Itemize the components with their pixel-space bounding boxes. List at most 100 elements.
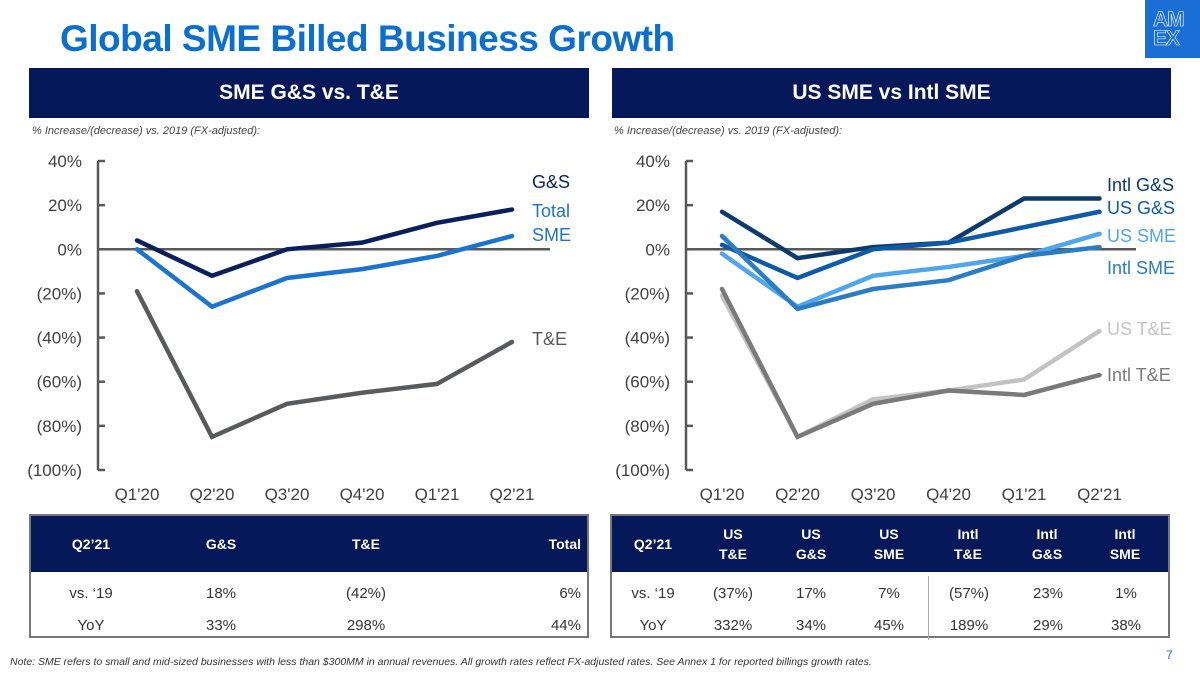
page-title: Global SME Billed Business Growth <box>60 18 675 59</box>
y-tick-label: (40%) <box>625 329 670 348</box>
amex-logo-icon: AM EX <box>1145 0 1200 58</box>
right-table-header-cell: Intl T&E <box>928 524 1008 564</box>
left-table-header-cell: T&E <box>352 536 380 552</box>
header-text: Intl <box>1036 526 1058 542</box>
series-line-us-t-e <box>719 293 1102 440</box>
right-subnote: % Increase/(decrease) vs. 2019 (FX-adjus… <box>614 125 843 137</box>
table-cell: 18% <box>205 584 237 602</box>
x-tick-label: Q1'20 <box>700 485 745 504</box>
logo-line-1: AM <box>1153 8 1185 31</box>
right-line-chart: 40% 20% 0% (20%) (40%) (60%) (80%) (100%) Q1'20 Q… <box>615 152 1176 504</box>
series-line-t-e <box>134 288 515 440</box>
x-tick-label: Q2'21 <box>490 485 535 504</box>
logo-line-2: EX <box>1153 27 1181 50</box>
table-cell: 44% <box>550 616 581 634</box>
y-tick-label: (80%) <box>37 417 82 436</box>
table-row: YoY 33% 298% 44% <box>31 610 587 640</box>
y-tick-label: (20%) <box>625 284 670 303</box>
table-cell: 298% <box>346 616 386 634</box>
series-line-intl-t-e <box>719 286 1102 440</box>
table-cell: 29% <box>1032 616 1064 634</box>
header-text: Intl <box>957 526 979 542</box>
y-tick-label: (60%) <box>37 373 82 392</box>
table-cell: 23% <box>1032 584 1064 602</box>
left-table-header-cell: G&S <box>205 536 237 552</box>
right-table-header-cell: Intl SME <box>1086 524 1164 564</box>
series-label: G&S <box>532 172 570 192</box>
table-cell: (37%) <box>712 584 753 602</box>
table-cell: (57%) <box>928 576 1009 610</box>
table-cell: vs. ‘19 <box>69 584 113 602</box>
table-cell: 1% <box>1115 584 1137 602</box>
table-cell: 332% <box>713 616 753 634</box>
left-table-header-cell: Total <box>548 536 581 552</box>
table-cell: 6% <box>559 584 581 602</box>
left-table-header-cell: Q2’21 <box>71 536 111 552</box>
table-cell: YoY <box>77 616 105 634</box>
right-table-header-cell: US G&S <box>772 524 850 564</box>
series-line-intl-sme <box>719 233 1102 312</box>
series-line-us-g-s <box>719 209 1102 281</box>
header-text: T&E <box>719 546 747 562</box>
x-tick-label: Q2'20 <box>190 485 235 504</box>
table-row: vs. ‘19 18% (42%) 6% <box>31 572 587 610</box>
x-tick-label: Q2'20 <box>775 485 820 504</box>
series-label: T&E <box>532 329 567 349</box>
header-text: G&S <box>1031 546 1063 562</box>
y-tick-label: 0% <box>57 240 82 259</box>
y-tick-label: (100%) <box>27 461 82 480</box>
table-cell: (42%) <box>345 584 386 602</box>
x-tick-label: Q4'20 <box>926 485 971 504</box>
y-tick-label: 40% <box>636 152 670 171</box>
table-cell: 7% <box>878 584 900 602</box>
series-label: Intl G&S <box>1107 175 1174 195</box>
header-text: Intl <box>1114 526 1136 542</box>
series-line-g-s <box>134 207 515 279</box>
y-tick-label: 20% <box>636 196 670 215</box>
x-tick-label: Q3'20 <box>851 485 896 504</box>
table-cell: 34% <box>795 616 827 634</box>
right-table-header-cell: Intl G&S <box>1008 524 1086 564</box>
header-text: SME <box>1109 546 1141 562</box>
left-subnote: % Increase/(decrease) vs. 2019 (FX-adjus… <box>32 125 261 137</box>
table-cell: 33% <box>205 616 237 634</box>
left-table-header: Q2’21 G&S T&E Total <box>31 516 587 572</box>
series-label: SME <box>532 225 571 245</box>
series-label: US G&S <box>1107 198 1175 218</box>
series-line-total-sme <box>134 233 515 310</box>
y-tick-label: (80%) <box>625 417 670 436</box>
y-tick-label: (40%) <box>37 329 82 348</box>
y-tick-label: (60%) <box>625 373 670 392</box>
header-text: US <box>879 526 899 542</box>
left-summary-table: Q2’21 G&S T&E Total vs. ‘19 18% (42%) 6%… <box>29 514 589 638</box>
table-row: vs. ‘19 (37%) 17% 7% (57%) 23% 1% <box>612 572 1168 610</box>
y-tick-label: 0% <box>645 240 670 259</box>
table-cell: vs. ‘19 <box>631 584 675 602</box>
table-row: YoY 332% 34% 45% 189% 29% 38% <box>612 610 1168 640</box>
header-text: US <box>723 526 743 542</box>
right-table-header-cell: Q2’21 <box>612 534 694 554</box>
right-table-header-cell: US T&E <box>694 524 772 564</box>
table-cell: 45% <box>873 616 905 634</box>
x-tick-label: Q1'21 <box>415 485 460 504</box>
y-tick-label: (100%) <box>615 461 670 480</box>
header-text: T&E <box>954 546 982 562</box>
footnote: Note: SME refers to small and mid-sized … <box>10 656 872 668</box>
series-label: Intl T&E <box>1107 365 1171 385</box>
header-text: US <box>801 526 821 542</box>
x-tick-label: Q2'21 <box>1077 485 1122 504</box>
table-cell: YoY <box>639 616 667 634</box>
series-label: Intl SME <box>1107 258 1175 278</box>
right-summary-table: Q2’21 US T&E US G&S US SME Intl T&E Intl G&S Intl SM… <box>610 514 1170 640</box>
right-panel-header: US SME vs Intl SME <box>612 68 1171 118</box>
y-tick-label: 20% <box>48 196 82 215</box>
right-table-header-cell: US SME <box>850 524 928 564</box>
series-label: Total <box>532 201 570 221</box>
header-text: Q2’21 <box>633 536 673 552</box>
left-line-chart: 40% 20% 0% (20%) (40%) (60%) (80%) (100%) Q1'20 Q… <box>27 152 571 504</box>
left-panel-header: SME G&S vs. T&E <box>29 68 589 118</box>
header-text: SME <box>873 546 905 562</box>
table-cell: 189% <box>928 610 1009 640</box>
x-tick-label: Q1'21 <box>1002 485 1047 504</box>
table-cell: 17% <box>795 584 827 602</box>
